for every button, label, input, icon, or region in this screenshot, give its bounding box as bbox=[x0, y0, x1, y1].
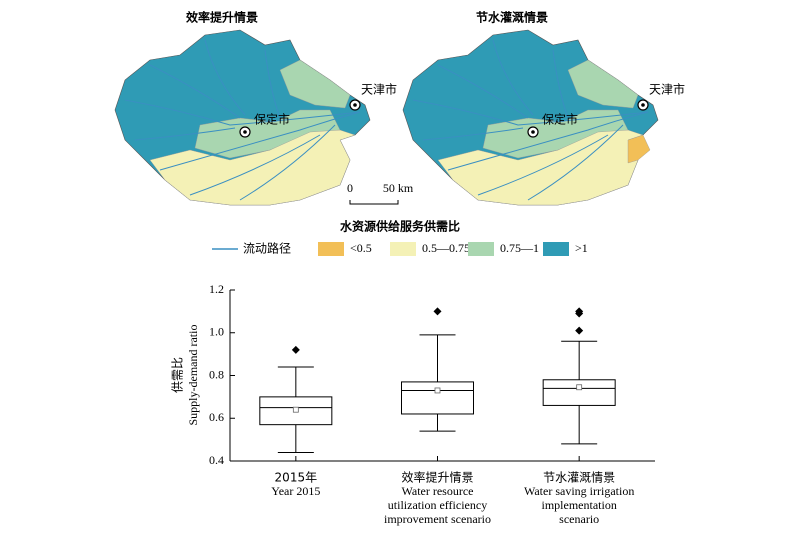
legend-swatch bbox=[390, 242, 416, 256]
flow-path bbox=[134, 127, 236, 141]
flow-path bbox=[189, 134, 321, 196]
scale-bar: 0 50 km bbox=[347, 181, 414, 205]
scale-label: 0 bbox=[347, 181, 353, 195]
legend-swatch bbox=[543, 242, 569, 256]
flow-path bbox=[552, 49, 569, 119]
map-title: 效率提升情景 bbox=[186, 10, 258, 25]
map-title: 节水灌溉情景 bbox=[476, 10, 548, 25]
x-tick-label: 节水灌溉情景 bbox=[543, 471, 615, 485]
outlier bbox=[291, 345, 300, 354]
scale-label: 50 km bbox=[383, 181, 414, 195]
x-tick-label: scenario bbox=[559, 512, 599, 526]
box-chart: 0.4 0.6 0.8 1.0 1.2 供需比 Supply-demand ratio 201… bbox=[171, 282, 655, 526]
city-label: 天津市 bbox=[361, 82, 397, 97]
zone bbox=[627, 134, 651, 164]
x-tick-label: utilization efficiency bbox=[388, 498, 487, 512]
outlier bbox=[433, 307, 442, 316]
flow-path bbox=[412, 99, 649, 126]
y-tick-label: 0.6 bbox=[209, 410, 224, 424]
city-marker bbox=[353, 103, 357, 107]
flow-path bbox=[239, 124, 336, 201]
y-axis-label: Supply-demand ratio bbox=[186, 325, 200, 426]
mean bbox=[434, 387, 441, 394]
legend-label: <0.5 bbox=[350, 241, 372, 255]
zone bbox=[194, 109, 341, 159]
flow-path bbox=[204, 39, 246, 116]
zone bbox=[567, 59, 639, 109]
city-marker bbox=[243, 130, 247, 134]
zone bbox=[149, 129, 356, 206]
zone bbox=[482, 109, 629, 159]
flow-path bbox=[149, 64, 241, 119]
mean bbox=[576, 384, 583, 391]
x-tick-label: Water resource bbox=[402, 484, 474, 498]
outlier bbox=[575, 309, 584, 318]
mean bbox=[292, 406, 299, 413]
x-tick-label: implementation bbox=[542, 498, 617, 512]
flow-path bbox=[159, 111, 361, 171]
city-label: 天津市 bbox=[649, 82, 685, 97]
y-tick-label: 0.4 bbox=[209, 453, 224, 467]
flow-path bbox=[492, 39, 534, 116]
legend-title: 水资源供给服务供需比 bbox=[340, 219, 460, 234]
box bbox=[401, 381, 474, 415]
zone bbox=[279, 59, 351, 109]
city-marker bbox=[641, 103, 645, 107]
box bbox=[259, 396, 333, 426]
y-axis-label: 供需比 bbox=[171, 357, 185, 393]
legend-label: 0.75—1 bbox=[500, 241, 539, 255]
city-label: 保定市 bbox=[254, 112, 290, 127]
flow-path bbox=[477, 134, 609, 196]
y-tick-label: 1.0 bbox=[209, 325, 224, 339]
x-tick-label: Water saving irrigation bbox=[524, 484, 634, 498]
x-tick-label: Year 2015 bbox=[271, 484, 320, 498]
flow-path bbox=[422, 127, 524, 141]
outlier bbox=[575, 326, 584, 335]
y-tick-label: 1.2 bbox=[209, 282, 224, 296]
box bbox=[542, 379, 616, 406]
flow-path bbox=[437, 64, 529, 119]
flow-path bbox=[447, 111, 649, 171]
legend-swatch bbox=[468, 242, 494, 256]
flow-path bbox=[264, 49, 281, 119]
city-label: 保定市 bbox=[542, 112, 578, 127]
legend: 流动路径 <0.5 0.5—0.75 0.75—1 >1 bbox=[212, 241, 588, 256]
y-tick-label: 0.8 bbox=[209, 367, 224, 381]
scale-line bbox=[349, 200, 399, 205]
x-tick-label: 效率提升情景 bbox=[401, 470, 473, 485]
legend-swatch bbox=[318, 242, 344, 256]
flow-path bbox=[527, 124, 624, 201]
legend-label: 流动路径 bbox=[243, 241, 291, 256]
legend-label: 0.5—0.75 bbox=[422, 241, 470, 255]
city-marker bbox=[531, 130, 535, 134]
x-tick-label: improvement scenario bbox=[384, 512, 491, 526]
flow-path bbox=[124, 99, 361, 126]
legend-label: >1 bbox=[575, 241, 588, 255]
x-tick-label: 2015年 bbox=[275, 471, 318, 485]
